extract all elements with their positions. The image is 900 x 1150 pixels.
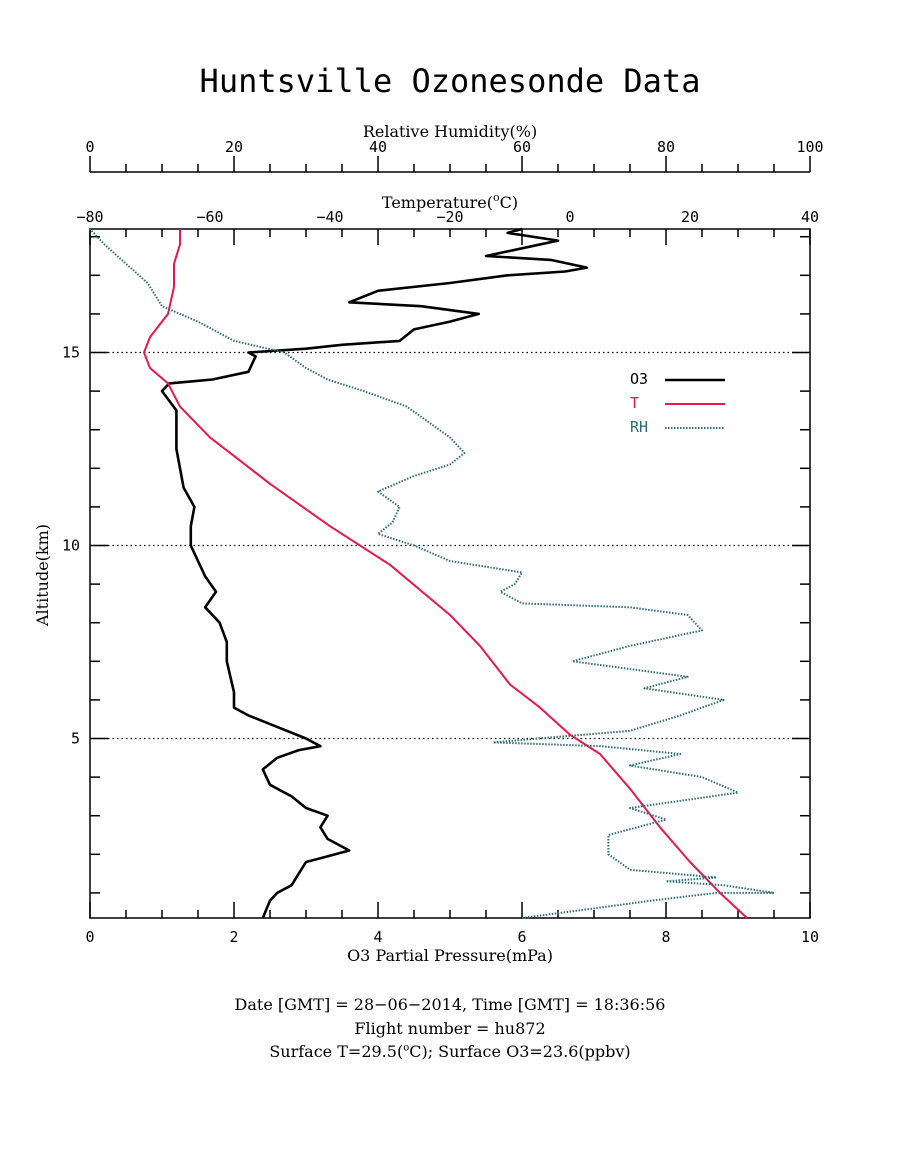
top-rh-axis-title: Relative Humidity(%) (363, 122, 537, 141)
temp-axis-title-prefix: Temperature( (382, 193, 493, 212)
plot-frame (89, 228, 811, 919)
altitude-tick-label: 10 (62, 537, 80, 555)
footer-surface-prefix: Surface T=29.5( (269, 1042, 404, 1061)
temperature-tick-label: −20 (436, 208, 463, 226)
legend: O3 T RH (630, 370, 725, 436)
o3-tick-label: 4 (373, 928, 382, 946)
o3-tick-label: 2 (229, 928, 238, 946)
o3-tick-label: 8 (661, 928, 670, 946)
o3-tick-label: 10 (801, 928, 819, 946)
rh-tick-label: 20 (225, 138, 243, 156)
altitude-tick-label: 15 (62, 344, 80, 362)
rh-tick-label: 80 (657, 138, 675, 156)
temperature-tick-label: −40 (316, 208, 343, 226)
temperature-tick-label: −80 (76, 208, 103, 226)
legend-label-o3: O3 (630, 370, 648, 388)
series-line-rh (89, 228, 775, 919)
legend-label-t: T (630, 394, 639, 412)
temperature-tick-label: 0 (565, 208, 574, 226)
o3-tick-label: 6 (517, 928, 526, 946)
footer-date-time: Date [GMT] = 28−06−2014, Time [GMT] = 18… (234, 995, 666, 1014)
rh-tick-label: 0 (85, 138, 94, 156)
footer-flight-number: Flight number = hu872 (354, 1019, 546, 1038)
series-line-o3 (160, 227, 589, 919)
y-axis-title: Altitude(km) (33, 524, 52, 627)
temperature-tick-label: −60 (196, 208, 223, 226)
temp-axis-title-suffix: C) (500, 193, 518, 212)
temperature-tick-label: 20 (681, 208, 699, 226)
axes: 0 2 4 6 8 10 −80 −60 −40 −20 0 20 40 0 20 40 60 80 100 5 10 1… (62, 138, 824, 946)
footer-surface-sup: o (403, 1042, 410, 1054)
rh-tick-label: 40 (369, 138, 387, 156)
altitude-tick-label: 5 (71, 730, 80, 748)
series-line-t (143, 229, 748, 919)
o3-tick-label: 0 (85, 928, 94, 946)
footer-surface-suffix: C); Surface O3=23.6(ppbv) (409, 1042, 631, 1061)
chart-title: Huntsville Ozonesonde Data (200, 62, 701, 100)
rh-tick-label: 60 (513, 138, 531, 156)
grid-lines (90, 351, 810, 740)
series (89, 227, 775, 919)
x-axis-title: O3 Partial Pressure(mPa) (347, 946, 553, 965)
top-temp-axis-title: Temperature(oC) (382, 191, 518, 212)
temp-axis-title-sup: o (493, 191, 500, 204)
legend-label-rh: RH (630, 418, 648, 436)
temperature-tick-label: 40 (801, 208, 819, 226)
rh-tick-label: 100 (796, 138, 823, 156)
footer-surface-values: Surface T=29.5(oC); Surface O3=23.6(ppbv… (0, 1042, 900, 1061)
